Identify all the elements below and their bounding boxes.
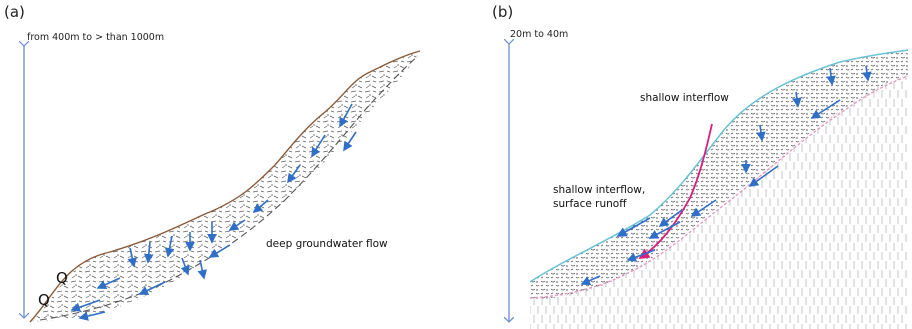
flow-arrow (648, 221, 681, 239)
flow-arrow (228, 219, 246, 231)
flow-arrow (810, 99, 841, 119)
flow-arrow (70, 299, 101, 312)
flow-arrow (580, 275, 601, 286)
panel-b: (b) 20m to 40m shall (492, 3, 909, 329)
panel-a: (a) from 400m to > than 1000m (4, 3, 421, 323)
panel-a-bedrock-boundary (39, 55, 419, 321)
flow-arrow (826, 67, 836, 86)
panel-b-surface-runoff-arrow (616, 217, 651, 237)
panel-a-q-upper: Q (56, 269, 68, 287)
flow-arrow (748, 165, 779, 187)
flow-arrow (138, 281, 166, 295)
panel-a-scale-label: from 400m to > than 1000m (27, 32, 164, 43)
flow-arrow (756, 124, 766, 142)
flow-arrow (343, 131, 357, 152)
panel-b-weathering-front (529, 75, 909, 299)
flow-arrow (311, 134, 326, 158)
flow-arrow (208, 244, 231, 258)
panel-a-flow-label: deep groundwater flow (266, 238, 388, 250)
panel-b-interflow-line (638, 123, 713, 259)
panel-b-bedrock (530, 75, 908, 329)
flow-arrow (144, 241, 154, 264)
panel-b-label-top: shallow interflow (640, 92, 729, 104)
flow-arrow (862, 65, 872, 82)
panel-a-letter: (a) (4, 3, 25, 21)
flow-arrow (690, 199, 717, 217)
panel-b-scale-label: 20m to 40m (510, 29, 568, 40)
flow-arrow (252, 199, 269, 214)
panel-b-label-mid-line1: shallow interflow, (553, 184, 645, 196)
flow-arrow (180, 257, 190, 276)
panel-a-regolith (33, 52, 420, 322)
flow-arrow (658, 209, 683, 227)
panel-a-ground-surface (29, 50, 421, 323)
flow-arrow (96, 277, 121, 290)
panel-b-letter: (b) (492, 3, 513, 21)
panel-b-flow-arrows (580, 65, 872, 286)
flow-arrow (792, 91, 802, 108)
flow-arrow (164, 235, 175, 258)
panel-b-label-mid-line2: surface runoff (553, 198, 627, 210)
panel-a-flow-arrows (70, 103, 357, 321)
panel-b-surface-line (529, 49, 909, 283)
flow-arrow (197, 259, 207, 280)
flow-arrow (339, 103, 353, 128)
flow-arrow (78, 311, 106, 321)
flow-arrow (626, 249, 656, 262)
panel-a-q-lower: Q (38, 291, 50, 309)
flow-arrow (287, 164, 301, 184)
flow-arrow (127, 247, 137, 268)
